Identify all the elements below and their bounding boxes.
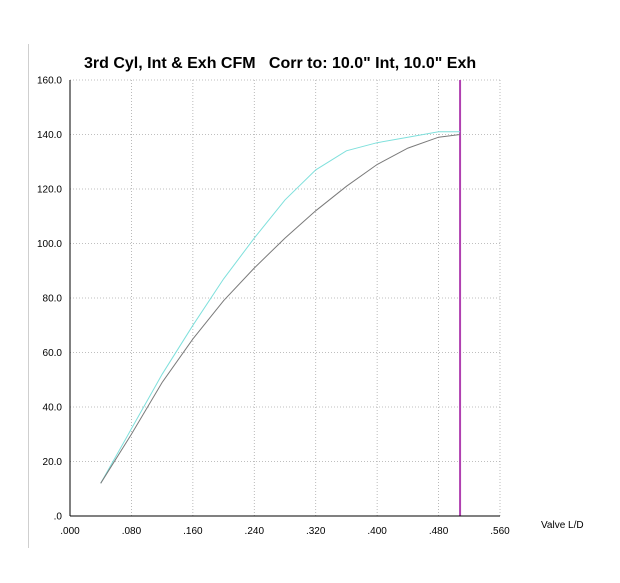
intake-flow-series <box>100 131 461 484</box>
exhaust-flow-series <box>100 134 461 484</box>
y-tick-label: 80.0 <box>43 294 63 305</box>
x-tick-label: .560 <box>490 526 510 537</box>
y-tick-label: 120.0 <box>37 185 62 196</box>
x-tick-label: .240 <box>245 526 265 537</box>
chart-title: 3rd Cyl, Int & Exh CFM Corr to: 10.0" In… <box>84 55 477 72</box>
axes <box>69 80 500 517</box>
x-tick-label: .320 <box>306 526 326 537</box>
left-divider <box>28 44 29 548</box>
x-tick-label: .400 <box>367 526 387 537</box>
y-tick-label: 100.0 <box>37 239 62 250</box>
x-tick-label: .480 <box>429 526 449 537</box>
series-layer <box>100 131 461 484</box>
grid <box>70 79 501 516</box>
tick-labels: .0 20.0 40.0 60.0 80.0 100.0 120.0 140.0 160.0 .0… <box>37 76 510 538</box>
y-tick-label: 20.0 <box>43 457 63 468</box>
x-tick-label: .080 <box>122 526 142 537</box>
x-tick-label: .160 <box>183 526 203 537</box>
y-tick-label: 160.0 <box>37 76 62 87</box>
x-axis-label: Valve L/D <box>541 520 584 531</box>
y-tick-label: 40.0 <box>43 403 63 414</box>
y-tick-label: .0 <box>54 512 63 523</box>
y-tick-label: 60.0 <box>43 348 63 359</box>
y-tick-label: 140.0 <box>37 130 62 141</box>
x-tick-label: .000 <box>60 526 80 537</box>
